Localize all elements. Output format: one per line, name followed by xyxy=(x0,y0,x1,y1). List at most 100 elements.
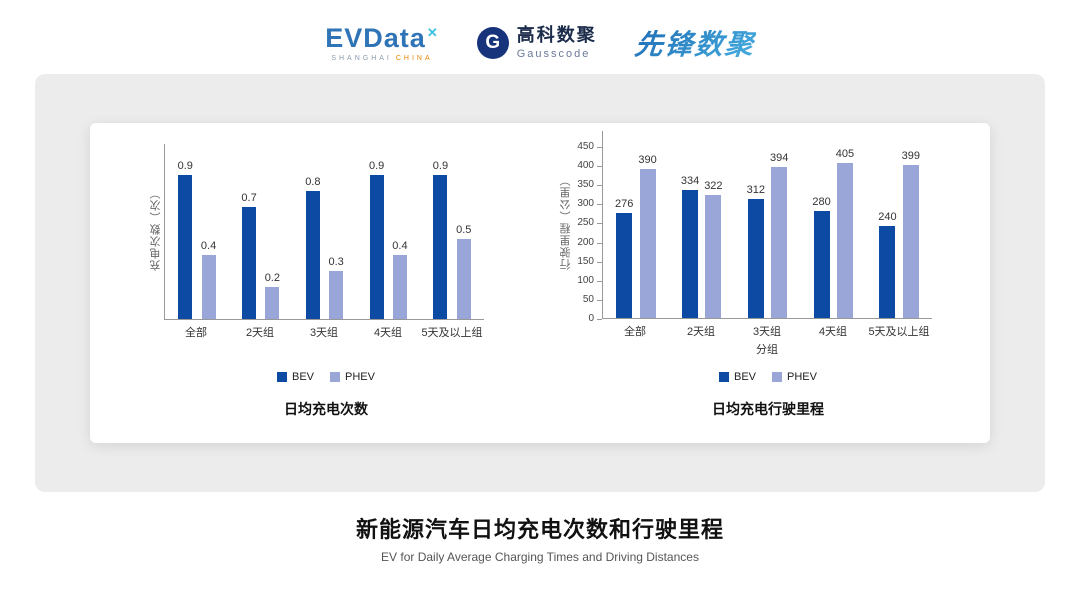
bar-value-label: 276 xyxy=(615,198,634,210)
bar-phev xyxy=(639,169,656,318)
gausscode-cn-name: 高科数聚 xyxy=(516,25,597,46)
bar-value-label: 280 xyxy=(812,196,831,208)
y-tick-label: 400 xyxy=(577,160,602,172)
bar-phev xyxy=(265,287,280,319)
page-subtitle: EV for Daily Average Charging Times and … xyxy=(381,550,699,564)
bar-bev xyxy=(305,191,320,319)
y-tick-label: 450 xyxy=(577,141,602,152)
gausscode-logo: G 高科数聚 Gausscode xyxy=(476,25,597,60)
y-tick-label: 200 xyxy=(577,236,602,248)
bar-value-label: 0.8 xyxy=(305,176,321,188)
bar-bev xyxy=(242,207,257,319)
bar-with-label: 322 xyxy=(704,180,723,318)
bar-with-label: 0.9 xyxy=(369,160,384,319)
bar-bev xyxy=(813,211,830,318)
legend-label: PHEV xyxy=(345,371,375,383)
x-axis-title xyxy=(164,342,484,357)
evdata-subtext-right: CHINA xyxy=(395,54,433,62)
y-axis-ticks: 0 50 100 150 200 250 300 350 400 450 xyxy=(574,141,603,324)
bar-with-label: 0.2 xyxy=(265,272,280,319)
gausscode-en-name: Gausscode xyxy=(516,47,591,60)
chart-title: 日均充电次数 xyxy=(284,401,368,417)
legend-label: BEV xyxy=(292,371,315,383)
evdata-star-icon: ✕ xyxy=(426,24,439,40)
y-tick-label: 300 xyxy=(577,198,602,210)
chart-legend: BEV PHEV xyxy=(148,371,484,383)
bar-with-label: 394 xyxy=(770,152,788,318)
plot-area: 0.9 0.4 0.7 0.2 0.8 0.3 0.9 0.4 0.9 0.5 xyxy=(164,144,484,320)
bar-value-label: 0.9 xyxy=(432,160,449,172)
x-category-label: 3天组 xyxy=(309,327,339,339)
legend-item: BEV xyxy=(719,371,756,383)
bar-value-label: 312 xyxy=(746,184,765,196)
bar-phev xyxy=(902,165,919,318)
bar-value-label: 399 xyxy=(901,150,920,162)
bar-with-label: 276 xyxy=(615,198,633,318)
bar-phev xyxy=(329,271,344,319)
legend-label: PHEV xyxy=(787,371,817,383)
chart-daily-driving-distance: 行驶里程（公里） 0 50 100 150 200 250 300 350 400 450 276… xyxy=(558,131,932,419)
bar-phev xyxy=(771,167,788,318)
gausscode-icon-letter: G xyxy=(485,31,501,53)
bar-with-label: 312 xyxy=(747,184,765,318)
x-category-label: 4天组 xyxy=(818,326,848,338)
legend-item: PHEV xyxy=(772,371,817,383)
legend-swatch-bev xyxy=(277,372,287,382)
bar-value-label: 0.2 xyxy=(264,272,280,284)
bar-group: 334 322 xyxy=(669,175,735,318)
bar-value-label: 394 xyxy=(769,152,789,164)
evdata-subtext-left: SHANGHAI xyxy=(331,54,392,62)
x-axis-title: 分组 xyxy=(756,344,778,356)
bar-bev xyxy=(178,175,193,319)
bar-with-label: 405 xyxy=(836,148,854,318)
plot-area: 276 390 334 322 312 394 280 405 240 399 xyxy=(602,131,932,319)
xianfeng-logo: 先锋数聚 xyxy=(633,23,757,63)
bar-value-label: 390 xyxy=(638,154,657,166)
bar-with-label: 0.8 xyxy=(305,176,320,319)
bar-with-label: 0.4 xyxy=(201,240,216,319)
evdata-wordmark: EVData✕ xyxy=(325,22,439,53)
y-axis-label: 行驶里程（公里） xyxy=(560,174,572,270)
bar-phev xyxy=(201,255,216,319)
bar-bev xyxy=(616,213,633,318)
chart-title: 日均充电行驶里程 xyxy=(712,401,824,417)
gausscode-icon: G xyxy=(476,26,509,59)
bar-value-label: 0.3 xyxy=(328,256,344,268)
chart-legend: BEV PHEV xyxy=(558,371,932,383)
bar-bev xyxy=(433,175,448,319)
y-axis-label-column: 行驶里程（公里） xyxy=(558,131,574,357)
x-category-label: 2天组 xyxy=(686,326,716,338)
plot-column: 0.9 0.4 0.7 0.2 0.8 0.3 0.9 0.4 0.9 0.5 全部 2天组 3天组 4… xyxy=(164,144,484,357)
x-category-label: 3天组 xyxy=(752,326,782,338)
x-category-label: 全部 xyxy=(624,326,646,338)
legend-swatch-phev xyxy=(772,372,783,382)
charts-card: 充电次数（次） 0.9 0.4 0.7 0.2 0.8 0.3 0.9 0.4 0.9 0.5 全… xyxy=(90,123,990,443)
x-axis-labels: 全部 2天组 3天组 4天组 5天及以上组 xyxy=(164,324,484,340)
bar-with-label: 0.4 xyxy=(392,240,408,319)
y-tick-label: 150 xyxy=(577,255,602,267)
legend-label: BEV xyxy=(734,371,757,383)
bar-bev xyxy=(369,175,384,319)
page-title: 新能源汽车日均充电次数和行驶里程 xyxy=(355,517,724,542)
plot-column: 276 390 334 322 312 394 280 405 240 399 全部 2天组 3天组 4… xyxy=(602,131,932,357)
x-category-label: 4天组 xyxy=(373,327,403,339)
page: EVData✕ SHANGHAI CHINA G 高科数聚 Gausscode 先… xyxy=(35,22,1045,564)
evdata-text: EVData xyxy=(325,22,426,53)
bar-value-label: 334 xyxy=(680,175,700,187)
bar-group: 0.9 0.4 xyxy=(356,160,420,319)
legend-swatch-phev xyxy=(330,372,341,382)
bar-value-label: 0.7 xyxy=(241,192,257,204)
legend-swatch-bev xyxy=(719,372,729,382)
y-axis-label: 充电次数（次） xyxy=(150,186,162,271)
bar-phev xyxy=(456,239,471,319)
legend-item: BEV xyxy=(277,371,314,383)
y-tick-label: 100 xyxy=(577,274,602,286)
bar-value-label: 0.4 xyxy=(200,240,217,252)
x-category-label: 全部 xyxy=(185,327,207,339)
x-axis-labels: 全部 2天组 3天组 4天组 5天及以上组 xyxy=(602,323,932,339)
chart-daily-charging-times: 充电次数（次） 0.9 0.4 0.7 0.2 0.8 0.3 0.9 0.4 0.9 0.5 全… xyxy=(148,144,484,419)
charts-panel: 充电次数（次） 0.9 0.4 0.7 0.2 0.8 0.3 0.9 0.4 0.9 0.5 全… xyxy=(35,74,1045,492)
chart-grid: 行驶里程（公里） 0 50 100 150 200 250 300 350 400 450 276… xyxy=(558,131,932,357)
legend-item: PHEV xyxy=(330,371,375,383)
bar-value-label: 240 xyxy=(878,211,897,223)
